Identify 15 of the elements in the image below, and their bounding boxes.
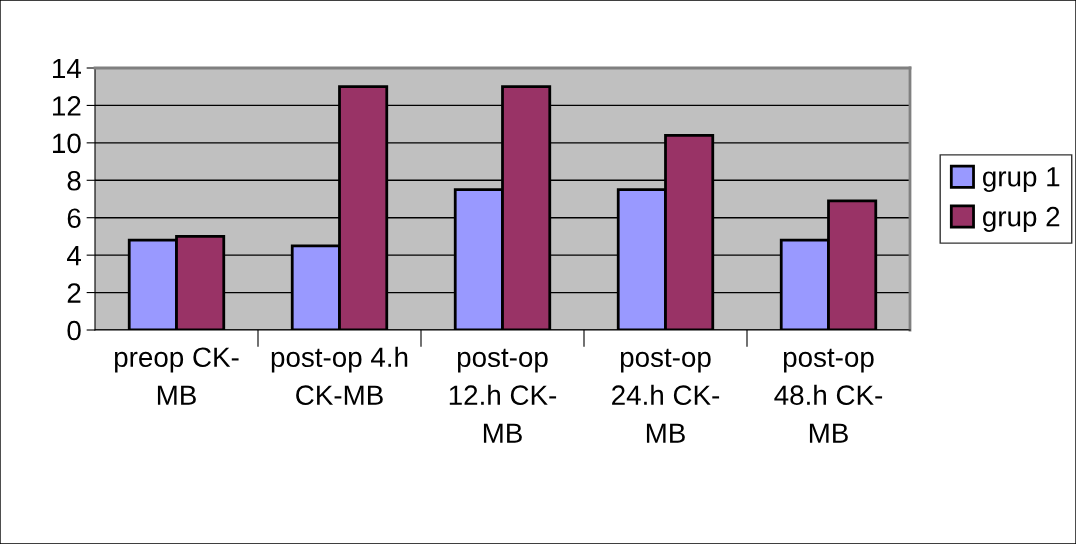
- x-tick-label: post-op 4.h CK-MB: [271, 346, 408, 406]
- legend-label: grup 2: [983, 206, 1060, 232]
- y-tick-label: 0: [67, 320, 81, 341]
- y-tick-label: 6: [67, 208, 81, 229]
- x-tick-label: post-op 12.h CK- MB: [449, 348, 557, 443]
- y-tick-label: 10: [53, 133, 81, 154]
- x-tick-label: post-op 24.h CK- MB: [612, 348, 720, 443]
- y-tick-label: 12: [53, 96, 81, 116]
- legend-label: grup 1: [983, 167, 1060, 193]
- y-tick-label: 14: [53, 58, 81, 79]
- y-tick-label: 8: [67, 170, 81, 191]
- x-tick-label: post-op 48.h CK- MB: [774, 348, 883, 443]
- x-tick-label: preop CK- MB: [115, 347, 239, 405]
- y-tick-label: 2: [67, 283, 81, 303]
- y-tick-label: 4: [67, 246, 81, 266]
